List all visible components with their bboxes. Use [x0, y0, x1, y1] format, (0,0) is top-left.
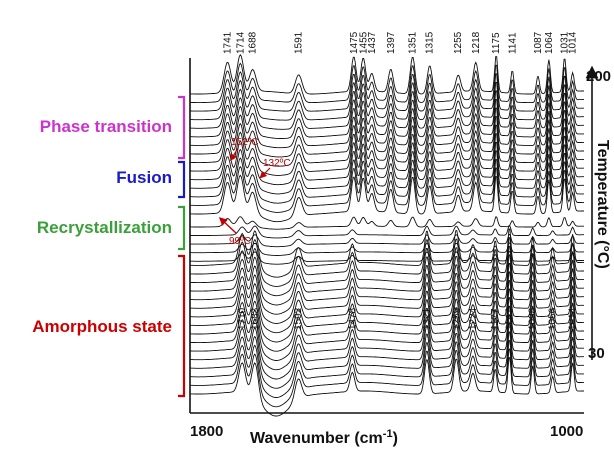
spectrum-line-14 — [190, 245, 584, 297]
top-peak-label-1351: 1351 — [408, 31, 419, 54]
bottom-peak-label-1683: 1683 — [250, 307, 261, 330]
bottom-peak-label-1147: 1147 — [505, 308, 516, 330]
temp-tick-200: 200 — [586, 68, 611, 85]
spectrum-line-32 — [190, 88, 584, 130]
region-label-fusion: Fusion — [116, 168, 172, 187]
annotation-132c-arrow — [259, 167, 271, 179]
bottom-peak-label-1177: 1177 — [490, 308, 501, 330]
temp-tick-30: 30 — [588, 345, 605, 362]
bottom-peak-label-1710: 1710 — [237, 307, 248, 330]
bottom-peak-label-1098: 1098 — [528, 307, 539, 330]
top-peak-label-1591: 1591 — [294, 31, 305, 54]
bottom-peak-label-1014: 1014 — [568, 307, 579, 330]
bottom-peak-label-1592: 1592 — [293, 307, 304, 330]
spectrum-line-11 — [190, 271, 584, 324]
bottom-peak-label-1224: 1224 — [468, 307, 479, 330]
top-peak-label-1315: 1315 — [425, 31, 436, 54]
spectrum-line-35 — [190, 62, 584, 104]
spectrum-line-5 — [189, 322, 584, 380]
spectrum-line-1 — [189, 357, 584, 417]
spectrum-line-9 — [189, 288, 584, 343]
spectrum-line-15 — [189, 237, 584, 287]
top-peak-label-1741: 1741 — [223, 31, 234, 54]
spectrum-line-30 — [189, 105, 584, 149]
annotation-152c-arrow — [230, 147, 239, 162]
spectrum-line-36 — [189, 53, 584, 95]
top-peak-label-1455: 1455 — [358, 31, 369, 54]
spectrum-line-18 — [190, 242, 584, 256]
annotation-99c-arrow — [218, 217, 237, 234]
spectrum-line-29 — [189, 114, 584, 158]
spectrum-line-26 — [189, 140, 584, 186]
top-peak-label-1087: 1087 — [533, 31, 544, 54]
top-peak-label-1437: 1437 — [367, 31, 378, 54]
top-peak-label-1175: 1175 — [491, 32, 502, 54]
top-peak-label-1475: 1475 — [349, 31, 360, 54]
top-peak-label-1255: 1255 — [453, 31, 464, 54]
x-tick-1000: 1000 — [550, 423, 583, 440]
spectrum-line-13 — [190, 254, 585, 306]
top-peak-label-1397: 1397 — [386, 31, 397, 54]
spectrum-line-33 — [189, 79, 584, 121]
top-peak-label-1714: 1714 — [235, 31, 246, 54]
top-peak-label-1688: 1688 — [248, 31, 259, 54]
bottom-peak-label-1259: 1259 — [451, 307, 462, 330]
spectrum-line-3 — [190, 340, 584, 398]
annotation-152c: 152ºC — [231, 137, 259, 148]
top-peak-label-1064: 1064 — [544, 31, 555, 54]
spectrum-line-6 — [190, 314, 585, 371]
top-peak-label-1031: 1031 — [560, 31, 571, 54]
spectrum-line-4 — [190, 331, 584, 389]
spectrum-line-23 — [189, 165, 584, 213]
x-tick-1800: 1800 — [190, 423, 223, 440]
spectrum-line-27 — [190, 131, 585, 176]
spectrum-line-19 — [190, 233, 584, 248]
annotation-99c: 99ºC — [229, 236, 251, 247]
bottom-peak-label-1056: 1056 — [548, 307, 559, 330]
spectrum-line-7 — [190, 305, 584, 361]
bracket-fusion — [178, 160, 186, 199]
bracket-amorphous-state — [178, 254, 186, 398]
spectra-group — [189, 53, 585, 417]
spectrum-line-10 — [190, 280, 584, 334]
annotation-132c: 132ºC — [263, 158, 291, 169]
spectrum-line-25 — [190, 148, 584, 195]
top-peak-label-1218: 1218 — [471, 31, 482, 54]
spectrum-line-17 — [190, 251, 584, 265]
region-label-recrystallization: Recrystallization — [37, 218, 172, 237]
region-label-phase-transition: Phase transition — [40, 117, 172, 136]
spectrum-line-21 — [190, 216, 584, 230]
bottom-peak-label-1478: 1478 — [347, 307, 358, 330]
spectrum-line-2 — [189, 348, 584, 408]
x-axis-title: Wavenumber (cm-1) — [250, 428, 398, 447]
spectrum-line-12 — [189, 262, 584, 315]
bracket-recrystallization — [178, 205, 186, 251]
bottom-peak-label-1321: 1321 — [422, 307, 433, 330]
spectrum-line-34 — [190, 71, 585, 112]
top-peak-label-1141: 1141 — [507, 32, 518, 54]
spectrum-line-24 — [190, 157, 584, 204]
top-peak-label-1014: 1014 — [568, 31, 579, 54]
spectrum-line-31 — [190, 97, 584, 139]
spectrum-line-8 — [189, 297, 584, 352]
bracket-phase-transition — [178, 95, 186, 160]
spectrum-line-20 — [190, 225, 584, 239]
region-label-amorphous-state: Amorphous state — [32, 317, 172, 336]
spectrum-line-16 — [189, 228, 584, 278]
spectrum-line-22 — [189, 174, 584, 223]
temperature-axis-title: Temperature (°C) — [594, 140, 611, 269]
spectrum-line-28 — [190, 122, 584, 167]
